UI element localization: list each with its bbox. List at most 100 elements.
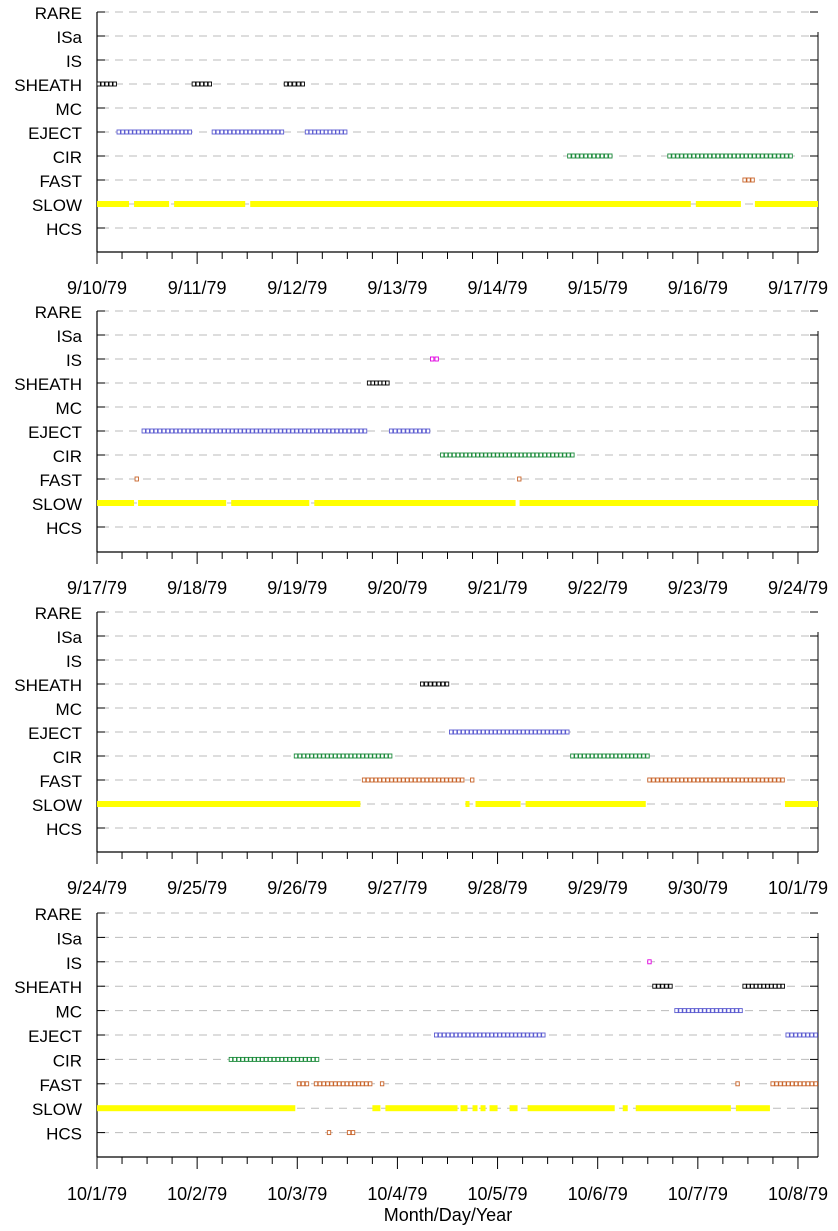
y-label-fast: FAST: [39, 1076, 82, 1095]
y-label-cir: CIR: [53, 148, 82, 167]
x-tick-label: 9/28/79: [468, 878, 528, 898]
interval-slow: [97, 801, 361, 807]
interval-slow: [138, 500, 227, 506]
x-tick-label: 10/1/79: [67, 1184, 127, 1204]
interval-eject: [304, 129, 348, 135]
interval-eject: [785, 1032, 818, 1038]
x-tick-label: 9/11/79: [168, 278, 227, 298]
interval-eject: [388, 428, 431, 434]
x-tick-label: 10/3/79: [267, 1184, 327, 1204]
interval-eject: [434, 1032, 546, 1038]
y-label-sheath: SHEATH: [14, 978, 82, 997]
y-label-cir: CIR: [53, 447, 82, 466]
x-tick-label: 9/10/79: [67, 278, 127, 298]
interval-hcs: [346, 1130, 356, 1136]
interval-eject: [141, 428, 368, 434]
y-label-slow: SLOW: [32, 196, 82, 215]
interval-slow: [97, 1105, 296, 1112]
x-tick-label: 9/19/79: [267, 578, 327, 598]
interval-slow: [314, 500, 516, 506]
x-tick-label: 9/18/79: [167, 578, 227, 598]
interval-slow: [509, 1105, 518, 1112]
interval-sheath: [366, 380, 390, 386]
x-tick-label: 9/24/79: [768, 578, 828, 598]
y-label-is: IS: [66, 52, 82, 71]
x-tick-label: 9/24/79: [67, 878, 127, 898]
x-tick-label: 9/13/79: [367, 278, 427, 298]
x-tick-label: 10/7/79: [668, 1184, 728, 1204]
y-label-slow: SLOW: [32, 1100, 82, 1119]
y-label-hcs: HCS: [46, 1125, 82, 1144]
y-label-fast: FAST: [39, 772, 82, 791]
interval-cir: [293, 753, 393, 759]
interval-slow: [754, 201, 818, 207]
interval-fast: [361, 777, 465, 783]
y-label-fast: FAST: [39, 471, 82, 490]
y-label-sheath: SHEATH: [14, 375, 82, 394]
x-tick-label: 9/27/79: [367, 878, 427, 898]
interval-fast: [742, 177, 755, 183]
y-label-slow: SLOW: [32, 796, 82, 815]
y-label-eject: EJECT: [28, 124, 82, 143]
x-tick-label: 9/20/79: [367, 578, 427, 598]
y-label-cir: CIR: [53, 748, 82, 767]
panel-2: RARE ISa IS SHEATH MC EJECT CIR FAST SLOW HCS 9/17…: [14, 303, 828, 598]
interval-sheath: [652, 983, 673, 989]
x-tick-label: 9/25/79: [167, 878, 227, 898]
x-tick-label: 10/6/79: [568, 1184, 628, 1204]
interval-slow: [489, 1105, 498, 1112]
interval-slow: [465, 801, 470, 807]
interval-fast: [470, 777, 475, 783]
interval-cir: [567, 153, 613, 159]
y-label-mc: MC: [56, 700, 82, 719]
interval-slow: [97, 201, 130, 207]
interval-cir: [667, 153, 793, 159]
x-tick-label: 10/4/79: [367, 1184, 427, 1204]
y-label-mc: MC: [56, 1003, 82, 1022]
interval-slow: [372, 1105, 381, 1112]
panel-1: RARE ISa IS SHEATH MC EJECT CIR FAST SLOW HCS 9/10…: [14, 4, 828, 298]
interval-eject: [449, 729, 570, 735]
x-tick-label: 10/1/79: [768, 878, 828, 898]
x-axis-title: Month/Day/Year: [384, 1205, 512, 1225]
interval-slow: [97, 500, 135, 506]
x-tick-label: 9/12/79: [267, 278, 327, 298]
x-tick-label: 9/29/79: [568, 878, 628, 898]
interval-fast: [313, 1081, 373, 1087]
interval-fast: [379, 1081, 385, 1087]
x-tick-label: 9/14/79: [468, 278, 528, 298]
y-label-is: IS: [66, 652, 82, 671]
interval-slow: [174, 201, 246, 207]
y-label-isa: ISa: [56, 28, 82, 47]
interval-cir: [228, 1056, 320, 1062]
x-tick-label: 10/2/79: [167, 1184, 227, 1204]
y-label-rare: RARE: [35, 303, 82, 322]
interval-slow: [472, 1105, 478, 1112]
y-label-eject: EJECT: [28, 423, 82, 442]
y-label-slow: SLOW: [32, 495, 82, 514]
interval-fast: [296, 1081, 310, 1087]
x-tick-label: 9/21/79: [468, 578, 528, 598]
y-label-is: IS: [66, 351, 82, 370]
x-tick-label: 9/17/79: [67, 578, 127, 598]
interval-eject: [116, 129, 193, 135]
interval-cir: [570, 753, 650, 759]
y-label-rare: RARE: [35, 604, 82, 623]
interval-sheath: [96, 81, 117, 87]
interval-eject: [211, 129, 285, 135]
interval-slow: [385, 1105, 458, 1112]
x-tick-label: 9/26/79: [267, 878, 327, 898]
panel-3: RARE ISa IS SHEATH MC EJECT CIR FAST SLOW HCS 9/24…: [14, 604, 828, 898]
x-tick-label: 9/22/79: [568, 578, 628, 598]
y-label-rare: RARE: [35, 4, 82, 23]
y-label-eject: EJECT: [28, 724, 82, 743]
x-tick-label: 9/17/79: [768, 278, 828, 298]
y-label-is: IS: [66, 954, 82, 973]
interval-sheath: [283, 81, 305, 87]
interval-slow: [519, 500, 818, 506]
interval-slow: [695, 201, 741, 207]
interval-slow: [134, 201, 170, 207]
y-label-isa: ISa: [56, 929, 82, 948]
